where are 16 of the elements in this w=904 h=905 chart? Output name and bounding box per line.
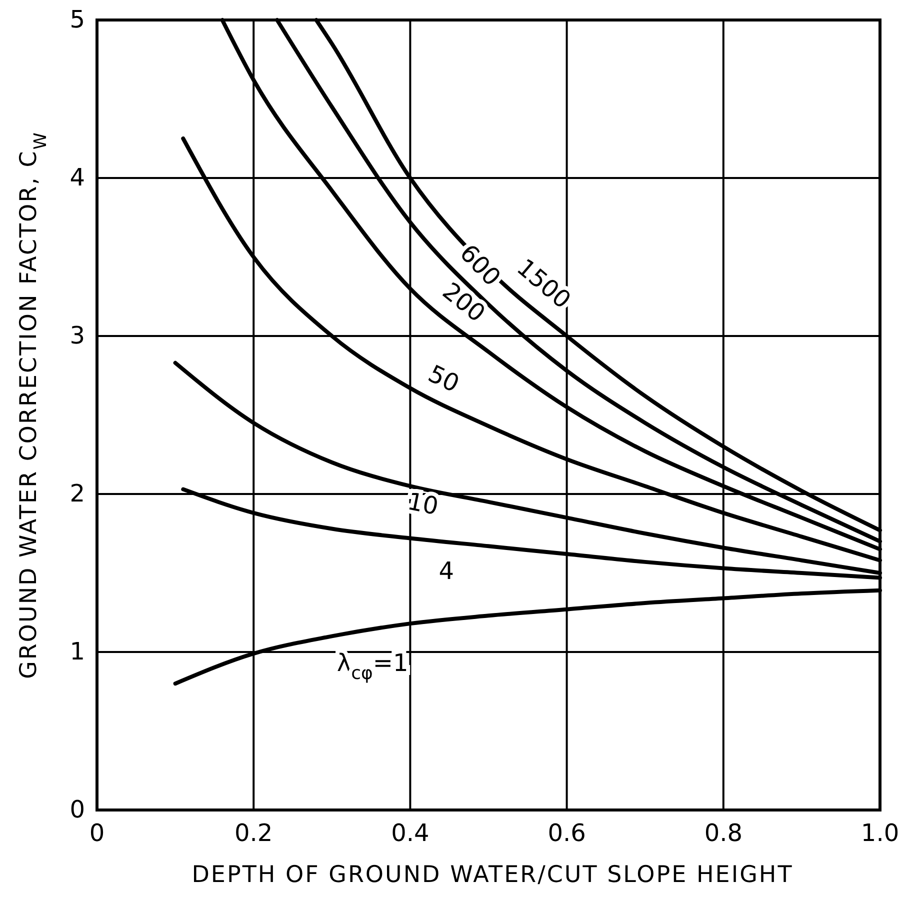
y-tick-label: 3 (70, 322, 85, 350)
y-tick-label: 0 (70, 796, 85, 824)
x-tick-label: 0.6 (548, 819, 586, 848)
x-tick-label: 0.4 (391, 819, 430, 848)
series-label: λ$_{cφ}$=1 (336, 648, 408, 684)
y-tick-label: 2 (70, 480, 85, 508)
x-tick-label: 0 (89, 819, 105, 848)
y-tick-label: 1 (70, 638, 85, 666)
series-label: 4 (438, 556, 454, 585)
text: 50 (424, 359, 464, 398)
x-tick-label: 0.8 (704, 819, 742, 848)
x-tick-label: 0.2 (234, 819, 273, 848)
y-tick-label: 5 (70, 6, 85, 34)
x-tick-label: 1.0 (860, 819, 900, 848)
x-axis-title: DEPTH OF GROUND WATER/CUT SLOPE HEIGHT (192, 862, 794, 888)
y-tick-label: 4 (70, 164, 85, 192)
